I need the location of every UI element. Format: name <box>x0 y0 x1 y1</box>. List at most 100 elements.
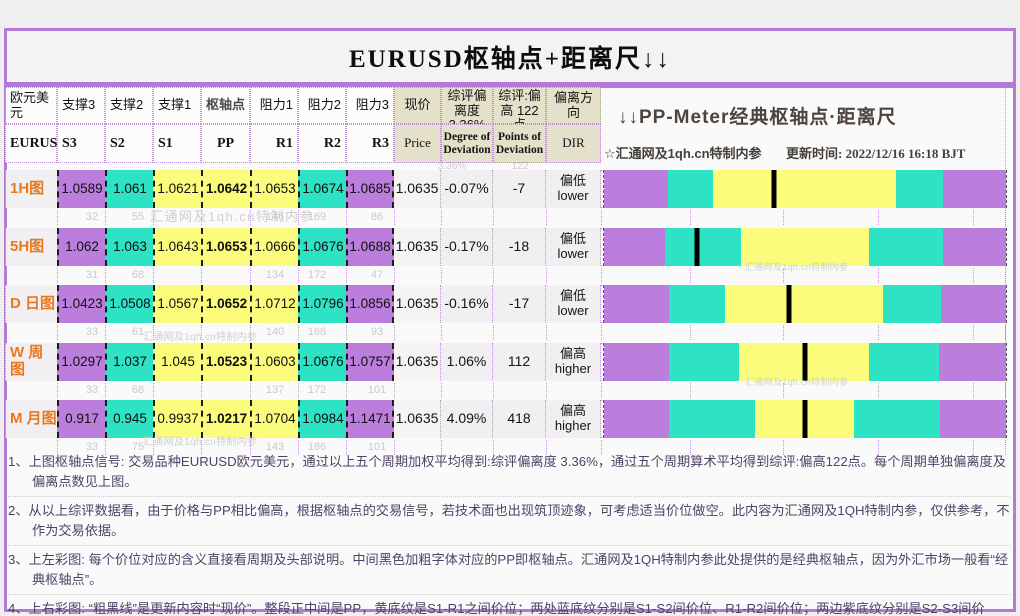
gap-tick-2-9 <box>441 325 442 340</box>
direction-cn-2: 偏低 <box>559 288 586 304</box>
cell-pp-4: 1.0217 <box>201 400 250 438</box>
cell-direction-3: 偏高 higher <box>546 343 601 381</box>
gap-tick-2-4 <box>201 325 202 340</box>
gap-tick-1-13 <box>690 268 691 283</box>
cell-pp-3: 1.0523 <box>201 343 250 381</box>
gap-tick-1-15 <box>878 268 879 283</box>
gap-tick-3-5 <box>250 383 251 398</box>
gap-tick-4-1 <box>57 440 58 455</box>
row-label-4: M 月图 <box>5 400 57 438</box>
gap-tick-0-8 <box>394 210 395 225</box>
header-en-2: S2 <box>105 124 153 163</box>
direction-en-4: higher <box>554 418 592 433</box>
gap-tick-3-4 <box>201 383 202 398</box>
cell-r3-2: 1.0856 <box>346 285 394 323</box>
cell-s1-2: 1.0567 <box>153 285 201 323</box>
header-cn-10: 综评:偏高 122点 <box>493 87 546 132</box>
cell-r1-3: 1.0603 <box>250 343 298 381</box>
cell-r1-2: 1.0712 <box>250 285 298 323</box>
cell-pp-2: 1.0652 <box>201 285 250 323</box>
header-cn-5: 阻力1 <box>250 87 298 124</box>
cell-s1-1: 1.0643 <box>153 228 201 266</box>
gap-tick-3-9 <box>441 383 442 398</box>
ruler-price-line-2 <box>786 285 792 323</box>
header-cn-1: 支撑3 <box>57 87 105 124</box>
cell-s3-3: 1.0297 <box>57 343 105 381</box>
ruler-price-line-3 <box>802 343 808 381</box>
cell-r3-3: 1.0757 <box>346 343 394 381</box>
header-en-9: Degree of Deviation <box>441 124 493 163</box>
gap-tick-0-3 <box>153 210 154 225</box>
gap-tick-4-14 <box>783 440 784 455</box>
gap-value-1-2: 134 <box>265 269 285 281</box>
gap-tick-4-13 <box>690 440 691 455</box>
gap-tick-2-7 <box>346 325 347 340</box>
ruler-price-line-4 <box>802 400 808 438</box>
gap-tick-4-9 <box>441 440 442 455</box>
ruler-s2s3-zone-2 <box>604 285 669 323</box>
ruler-r1r2-zone-4 <box>854 400 941 438</box>
gap-tick-3-1 <box>57 383 58 398</box>
cell-s3-2: 1.0423 <box>57 285 105 323</box>
table-right-dotted-edge <box>1005 87 1006 445</box>
cell-pp-0: 1.0642 <box>201 170 250 208</box>
gap-tick-0-9 <box>441 210 442 225</box>
cell-deviation-2: -0.16% <box>441 285 493 323</box>
ruler-s1r1-zone-2 <box>724 285 884 323</box>
ruler-r2r3-zone-2 <box>941 285 1006 323</box>
gap-tick-1-9 <box>441 268 442 283</box>
gap-tick-2-10 <box>493 325 494 340</box>
cell-direction-0: 偏低 lower <box>546 170 601 208</box>
gap-tick-4-5 <box>250 440 251 455</box>
header-en-4: PP <box>201 124 250 163</box>
ruler-s1s2-zone-1 <box>664 228 741 266</box>
ruler-price-line-0 <box>771 170 777 208</box>
gap-tick-4-2 <box>105 440 106 455</box>
cell-deviation-4: 4.09% <box>441 400 493 438</box>
gap-tick-3-3 <box>153 383 154 398</box>
direction-cn-4: 偏高 <box>559 403 586 419</box>
meter-section-title: ↓↓PP-Meter经典枢轴点·距离尺 <box>618 107 897 128</box>
gap-tick-2-2 <box>105 325 106 340</box>
cell-points-4: 418 <box>493 400 546 438</box>
gap-tick-1-5 <box>250 268 251 283</box>
cell-direction-2: 偏低 lower <box>546 285 601 323</box>
ruler-s1s2-zone-3 <box>668 343 739 381</box>
ruler-r2r3-zone-0 <box>943 170 1006 208</box>
gap-value-3-1: 68 <box>131 384 145 396</box>
gap-tick-0-4 <box>201 210 202 225</box>
header-cn-6: 阻力2 <box>298 87 346 124</box>
header-cn-9: 综评偏离度 3.36% <box>441 87 493 132</box>
gap-tick-4-4 <box>201 440 202 455</box>
gap-tick-3-7 <box>346 383 347 398</box>
footnote-1: 1、上图枢轴点信号: 交易品种EURUSD欧元美元，通过以上五个周期加权平均得到… <box>8 448 1010 497</box>
gap-tick-3-8 <box>394 383 395 398</box>
header-en-6: R2 <box>298 124 346 163</box>
cell-s2-0: 1.061 <box>105 170 153 208</box>
table-left-dotted-edge <box>5 87 6 445</box>
gap-tick-3-11 <box>546 383 547 398</box>
gap-value-0-1: 55 <box>131 211 145 223</box>
cell-r2-4: 1.0984 <box>298 400 346 438</box>
gap-tick-0-15 <box>878 210 879 225</box>
gap-tick-4-16 <box>973 440 974 455</box>
ruler-price-line-1 <box>694 228 700 266</box>
cell-price-0: 1.0635 <box>394 170 441 208</box>
gap-tick-3-16 <box>973 383 974 398</box>
gap-tick-2-3 <box>153 325 154 340</box>
watermark-4: 汇通网及1qh.cn特制内参 <box>143 437 258 448</box>
gap-value-4-2: 143 <box>265 441 285 453</box>
direction-en-1: lower <box>557 246 589 261</box>
distance-ruler-0 <box>603 170 1007 208</box>
gap-tick-1-10 <box>493 268 494 283</box>
title-panel: EURUSD枢轴点+距离尺↓↓ <box>4 28 1016 85</box>
header-en-5: R1 <box>250 124 298 163</box>
gap-value-0-2: 146 <box>265 211 285 223</box>
ruler-r2r3-zone-1 <box>943 228 1006 266</box>
gap-value-0-4: 86 <box>370 211 384 223</box>
gap-value-0-0: 32 <box>85 211 99 223</box>
distance-ruler-2 <box>603 285 1007 323</box>
gap-tick-3-2 <box>105 383 106 398</box>
gap-value-3-3: 172 <box>307 384 327 396</box>
gap-tick-1-3 <box>153 268 154 283</box>
